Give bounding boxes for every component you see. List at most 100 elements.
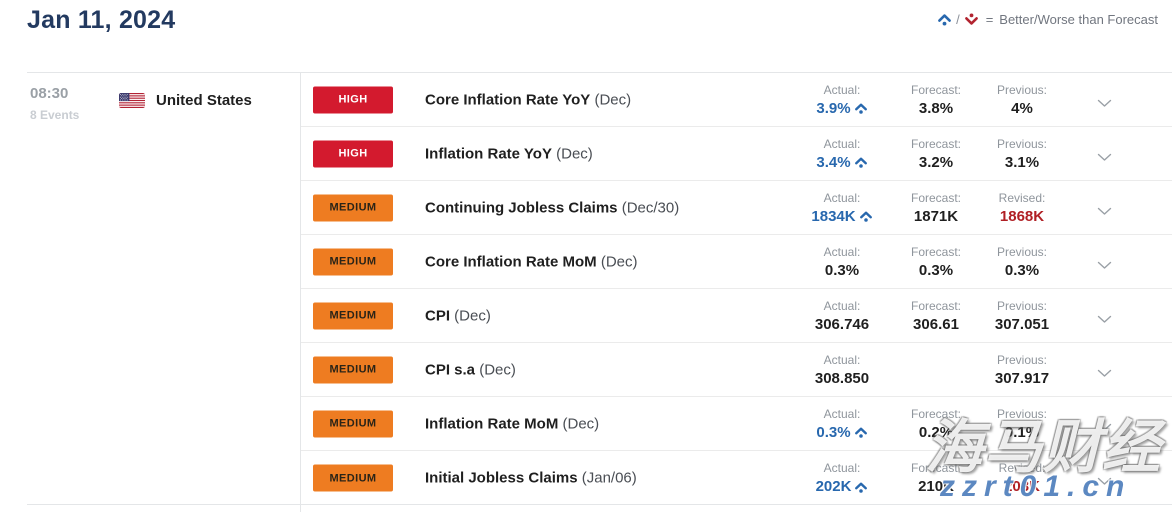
forecast-column: Forecast: 0.2%	[890, 397, 982, 450]
expand-chevron-icon[interactable]	[1097, 365, 1113, 377]
group-time: 08:30	[30, 85, 69, 102]
previous-column: Previous: 0.3%	[976, 235, 1068, 288]
impact-badge: MEDIUM	[313, 356, 393, 383]
event-period: (Jan/06)	[577, 469, 637, 487]
event-name[interactable]: CPI (Dec)	[425, 307, 491, 324]
previous-column: Previous: 0.1%	[976, 397, 1068, 450]
forecast-label: Forecast:	[910, 298, 961, 313]
actual-column: Actual: 3.9%	[796, 73, 888, 126]
event-title: Continuing Jobless Claims	[425, 199, 618, 216]
previous-value: 203K	[1004, 478, 1040, 495]
event-period: (Dec)	[551, 145, 593, 162]
actual-value: 202K	[816, 478, 869, 495]
group-divider	[27, 504, 1172, 505]
event-title: Core Inflation Rate MoM	[425, 253, 597, 270]
actual-label: Actual:	[823, 298, 861, 313]
event-row[interactable]: MEDIUM Initial Jobless Claims (Jan/06) A…	[301, 451, 1172, 505]
previous-value: 307.917	[994, 369, 1050, 387]
forecast-column: Forecast: 306.61	[890, 289, 982, 342]
actual-value: 0.3%	[824, 261, 860, 279]
event-row[interactable]: HIGH Inflation Rate YoY (Dec) Actual: 3.…	[301, 127, 1172, 181]
previous-column: Revised: 203K	[976, 451, 1068, 505]
legend-slash: /	[956, 12, 960, 27]
event-name[interactable]: Initial Jobless Claims (Jan/06)	[425, 470, 637, 487]
actual-value: 1834K	[811, 208, 872, 225]
forecast-column: Forecast: 1871K	[890, 181, 982, 234]
previous-value: 0.1%	[1004, 423, 1040, 441]
previous-label: Previous:	[996, 406, 1048, 421]
event-name[interactable]: Core Inflation Rate YoY (Dec)	[425, 91, 631, 108]
actual-column: Actual: 0.3%	[796, 397, 888, 450]
forecast-column: Forecast: 0.3%	[890, 235, 982, 288]
expand-chevron-icon[interactable]	[1097, 419, 1113, 431]
event-row[interactable]: MEDIUM CPI s.a (Dec) Actual: 308.850 Pre…	[301, 343, 1172, 397]
event-period: (Dec/30)	[617, 199, 680, 216]
previous-column: Revised: 1868K	[976, 181, 1068, 234]
event-row[interactable]: MEDIUM Continuing Jobless Claims (Dec/30…	[301, 181, 1172, 235]
event-period: (Dec)	[590, 91, 632, 108]
event-row[interactable]: MEDIUM Inflation Rate MoM (Dec) Actual: …	[301, 397, 1172, 451]
forecast-value: 1871K	[913, 207, 959, 225]
event-row[interactable]: MEDIUM Core Inflation Rate MoM (Dec) Act…	[301, 235, 1172, 289]
event-period: (Dec)	[558, 415, 600, 432]
expand-chevron-icon[interactable]	[1097, 203, 1113, 215]
actual-column: Actual: 308.850	[796, 343, 888, 396]
previous-label: Previous:	[996, 352, 1048, 367]
previous-value: 1868K	[999, 207, 1045, 225]
expand-chevron-icon[interactable]	[1097, 311, 1113, 323]
impact-badge: MEDIUM	[313, 464, 393, 492]
event-name[interactable]: Continuing Jobless Claims (Dec/30)	[425, 199, 679, 216]
previous-value: 4%	[1011, 99, 1033, 117]
legend-label: Better/Worse than Forecast	[999, 12, 1158, 27]
impact-badge: MEDIUM	[313, 410, 393, 437]
expand-chevron-icon[interactable]	[1097, 473, 1113, 485]
actual-value: 3.4%	[816, 154, 867, 171]
expand-chevron-icon[interactable]	[1097, 149, 1113, 161]
event-title: Inflation Rate YoY	[425, 145, 552, 162]
forecast-value: 3.2%	[918, 153, 954, 171]
previous-label: Revised:	[998, 190, 1046, 205]
better-arrow-icon	[854, 103, 867, 114]
better-arrow-icon	[855, 482, 868, 493]
actual-value: 0.3%	[816, 424, 867, 441]
forecast-label: Forecast:	[910, 244, 961, 259]
event-period: (Dec)	[450, 307, 491, 324]
previous-label: Previous:	[996, 136, 1048, 151]
actual-label: Actual:	[823, 190, 861, 205]
previous-label: Revised:	[998, 461, 1046, 475]
actual-column: Actual: 0.3%	[796, 235, 888, 288]
expand-chevron-icon[interactable]	[1097, 257, 1113, 269]
event-row[interactable]: HIGH Core Inflation Rate YoY (Dec) Actua…	[301, 73, 1172, 127]
expand-chevron-icon[interactable]	[1097, 95, 1113, 107]
event-name[interactable]: Core Inflation Rate MoM (Dec)	[425, 253, 638, 270]
event-row[interactable]: MEDIUM CPI (Dec) Actual: 306.746 Forecas…	[301, 289, 1172, 343]
better-arrow-icon	[854, 427, 867, 438]
event-name[interactable]: CPI s.a (Dec)	[425, 361, 516, 378]
better-arrow-icon	[859, 211, 872, 222]
forecast-label: Forecast:	[910, 82, 961, 97]
page-title: Jan 11, 2024	[27, 6, 176, 34]
previous-label: Previous:	[996, 298, 1048, 313]
forecast-label: Forecast:	[910, 461, 961, 475]
actual-value: 308.850	[814, 369, 870, 387]
event-title: Initial Jobless Claims	[425, 469, 578, 487]
event-title: Core Inflation Rate YoY	[425, 91, 591, 108]
previous-label: Previous:	[996, 82, 1048, 97]
event-period: (Dec)	[596, 253, 638, 270]
forecast-column	[890, 343, 982, 396]
events-list: HIGH Core Inflation Rate YoY (Dec) Actua…	[301, 73, 1172, 512]
actual-column: Actual: 202K	[796, 451, 888, 505]
event-name[interactable]: Inflation Rate YoY (Dec)	[425, 145, 593, 162]
actual-label: Actual:	[823, 461, 861, 475]
country-row[interactable]: United States	[119, 90, 252, 110]
forecast-value: 306.61	[913, 315, 959, 333]
event-name[interactable]: Inflation Rate MoM (Dec)	[425, 415, 599, 432]
forecast-legend: / = Better/Worse than Forecast	[937, 12, 1158, 27]
previous-value: 307.051	[994, 315, 1050, 333]
forecast-label: Forecast:	[910, 136, 961, 151]
forecast-value: 0.2%	[918, 423, 954, 441]
impact-badge: HIGH	[313, 86, 393, 113]
actual-value: 306.746	[814, 315, 870, 333]
actual-label: Actual:	[823, 244, 861, 259]
event-period: (Dec)	[475, 361, 516, 378]
